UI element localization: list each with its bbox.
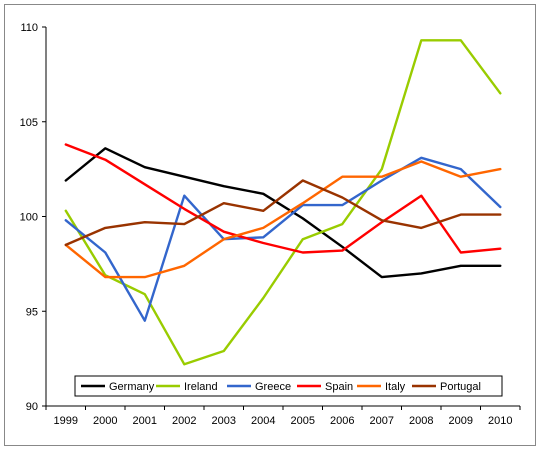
series-line-germany bbox=[64, 147, 502, 279]
legend-label-italy: Italy bbox=[385, 381, 406, 393]
x-tick-label: 2006 bbox=[330, 415, 354, 427]
y-axis: 90 95 100 105 110 bbox=[20, 22, 47, 413]
series-line-ireland bbox=[64, 39, 502, 366]
x-tick-label: 2009 bbox=[449, 415, 473, 427]
series-line-greece bbox=[64, 156, 502, 322]
x-tick-label: 2001 bbox=[133, 415, 157, 427]
y-tick-label: 90 bbox=[26, 401, 38, 413]
x-axis: 1999 2000 2001 2002 2003 2004 2005 2006 2007 2008… bbox=[45, 405, 521, 427]
legend-label-portugal: Portugal bbox=[440, 381, 481, 393]
x-tick-label: 2010 bbox=[488, 415, 512, 427]
legend-label-greece: Greece bbox=[255, 381, 291, 393]
x-tick-label: 2005 bbox=[291, 415, 315, 427]
x-tick-label: 2008 bbox=[409, 415, 433, 427]
legend-label-germany: Germany bbox=[109, 381, 155, 393]
legend-label-ireland: Ireland bbox=[184, 381, 218, 393]
y-tick-label: 95 bbox=[26, 306, 38, 318]
y-tick-label: 105 bbox=[20, 117, 38, 129]
y-tick-label: 100 bbox=[20, 212, 38, 224]
x-tick-label: 2002 bbox=[172, 415, 196, 427]
series-line-portugal bbox=[64, 179, 502, 247]
legend: Germany Ireland Greece Spain Italy Portugal bbox=[74, 375, 503, 397]
x-tick-label: 2003 bbox=[212, 415, 236, 427]
legend-box bbox=[74, 375, 503, 397]
x-tick-label: 1999 bbox=[54, 415, 78, 427]
x-tick-label: 2007 bbox=[370, 415, 394, 427]
series-line-italy bbox=[64, 160, 502, 279]
x-tick-label: 2004 bbox=[251, 415, 275, 427]
x-tick-label: 2000 bbox=[93, 415, 117, 427]
y-tick-label: 110 bbox=[20, 22, 38, 34]
legend-label-spain: Spain bbox=[325, 381, 353, 393]
series-lines bbox=[64, 39, 502, 366]
series-line-spain bbox=[64, 143, 502, 254]
